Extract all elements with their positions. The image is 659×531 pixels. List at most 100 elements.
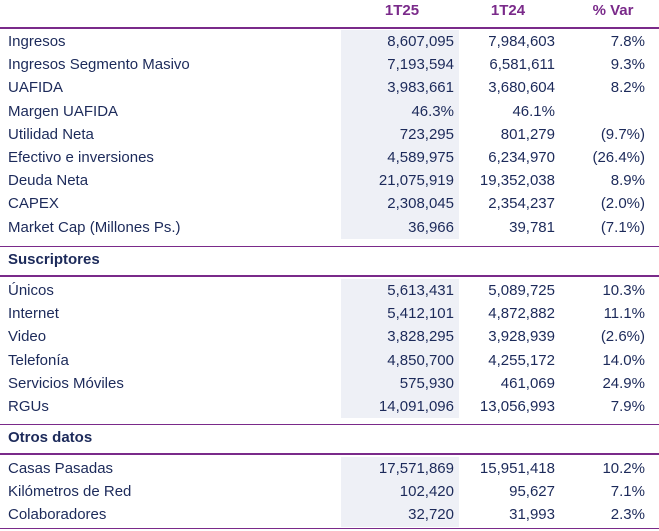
column-shading xyxy=(341,279,459,419)
value-1t25: 2,308,045 xyxy=(387,195,454,213)
value-1t25: 3,828,295 xyxy=(387,328,454,346)
row-label: Utilidad Neta xyxy=(8,125,94,143)
row-label: Margen UAFIDA xyxy=(8,102,119,120)
bottom-rule xyxy=(0,528,659,529)
value-1t24: 13,056,993 xyxy=(479,398,555,415)
value-1t25: 575,930 xyxy=(399,374,454,392)
row-label: Deuda Neta xyxy=(8,172,89,190)
value-1t25: 4,850,700 xyxy=(387,351,454,369)
value-var: 14.0% xyxy=(602,351,645,369)
table-row: UAFIDA 3,983,661 3,680,604 8.2% xyxy=(0,76,659,99)
value-1t24: 801,279 xyxy=(500,125,555,143)
value-var: 7.9% xyxy=(610,398,645,415)
value-var: (2.6%) xyxy=(600,328,645,346)
row-label: UAFIDA xyxy=(8,79,64,97)
kpi-table: 1T25 1T24 % Var xyxy=(0,0,659,24)
value-1t25: 14,091,096 xyxy=(378,398,454,415)
value-1t24: 19,352,038 xyxy=(479,172,555,190)
column-shading xyxy=(341,457,459,527)
value-var: (7.1%) xyxy=(600,218,645,236)
table-row: CAPEX 2,308,045 2,354,237 (2.0%) xyxy=(0,192,659,215)
row-label: Ingresos Segmento Masivo xyxy=(8,56,190,74)
section-rule xyxy=(0,27,659,29)
value-1t24: 39,781 xyxy=(509,218,555,236)
value-1t24: 15,951,418 xyxy=(479,460,555,477)
value-var: 10.2% xyxy=(602,460,645,477)
value-var: 8.9% xyxy=(610,172,645,190)
value-1t25: 32,720 xyxy=(408,506,454,524)
value-var: (9.7%) xyxy=(600,125,645,143)
section-rule xyxy=(0,246,659,247)
value-1t25: 723,295 xyxy=(399,125,454,143)
table-row: RGUs 14,091,096 13,056,993 7.9% xyxy=(0,395,659,418)
value-1t25: 5,613,431 xyxy=(387,282,454,299)
table-row: Internet 5,412,101 4,872,882 11.1% xyxy=(0,302,659,325)
value-1t24: 3,928,939 xyxy=(488,328,555,346)
value-var: 24.9% xyxy=(602,374,645,392)
value-1t24: 461,069 xyxy=(500,374,555,392)
value-var: (2.0%) xyxy=(600,195,645,213)
value-1t25: 102,420 xyxy=(399,483,454,501)
value-1t24: 4,872,882 xyxy=(488,305,555,323)
value-1t24: 5,089,725 xyxy=(488,282,555,299)
row-label: Market Cap (Millones Ps.) xyxy=(8,218,181,236)
table-row: Casas Pasadas 17,571,869 15,951,418 10.2% xyxy=(0,457,659,480)
value-1t24: 6,581,611 xyxy=(489,56,555,74)
table-row: Efectivo e inversiones 4,589,975 6,234,970… xyxy=(0,146,659,169)
section-title: Suscriptores xyxy=(8,251,100,268)
row-label: Video xyxy=(8,328,47,346)
table-row: Colaboradores 32,720 31,993 2.3% xyxy=(0,503,659,526)
table-row: Servicios Móviles 575,930 461,069 24.9% xyxy=(0,372,659,395)
value-var: 11.1% xyxy=(603,305,645,323)
header-col-var: % Var xyxy=(592,2,634,19)
row-label: Efectivo e inversiones xyxy=(8,149,154,166)
value-1t24: 95,627 xyxy=(509,483,555,501)
row-label: Servicios Móviles xyxy=(8,374,124,392)
row-label: Internet xyxy=(8,305,59,323)
value-1t25: 7,193,594 xyxy=(387,56,454,74)
value-1t25: 36,966 xyxy=(408,218,454,236)
value-1t24: 4,255,172 xyxy=(488,351,555,369)
value-1t24: 46.1% xyxy=(512,102,555,120)
value-var: (26.4%) xyxy=(592,149,645,166)
row-label: Únicos xyxy=(8,282,54,299)
value-1t25: 17,571,869 xyxy=(378,460,454,477)
value-var: 9.3% xyxy=(610,56,645,74)
section-rule xyxy=(0,453,659,455)
value-var: 8.2% xyxy=(610,79,645,97)
table-row: Kilómetros de Red 102,420 95,627 7.1% xyxy=(0,480,659,503)
row-label: CAPEX xyxy=(8,195,59,213)
value-1t25: 4,589,975 xyxy=(387,149,454,166)
table-row: Utilidad Neta 723,295 801,279 (9.7%) xyxy=(0,123,659,146)
table-row: Únicos 5,613,431 5,089,725 10.3% xyxy=(0,279,659,302)
value-1t25: 46.3% xyxy=(411,102,454,120)
header-col-1t24: 1T24 xyxy=(490,2,526,19)
value-var: 7.1% xyxy=(610,483,645,501)
value-var: 7.8% xyxy=(610,33,645,50)
value-1t25: 5,412,101 xyxy=(387,305,454,323)
section-rule xyxy=(0,275,659,277)
table-row: Margen UAFIDA 46.3% 46.1% xyxy=(0,100,659,123)
value-var: 10.3% xyxy=(602,282,645,299)
table-row: Ingresos 8,607,095 7,984,603 7.8% xyxy=(0,30,659,53)
table-row: Deuda Neta 21,075,919 19,352,038 8.9% xyxy=(0,169,659,192)
row-label: RGUs xyxy=(8,398,49,415)
header-col-1t25: 1T25 xyxy=(384,2,420,19)
table-row: Ingresos Segmento Masivo 7,193,594 6,581,6… xyxy=(0,53,659,76)
section-rule xyxy=(0,424,659,425)
row-label: Casas Pasadas xyxy=(8,460,114,477)
section-title: Otros datos xyxy=(8,429,93,446)
column-shading xyxy=(341,30,459,239)
value-1t25: 3,983,661 xyxy=(387,79,454,97)
value-1t24: 31,993 xyxy=(509,506,555,524)
value-1t24: 6,234,970 xyxy=(488,149,555,166)
row-label: Ingresos xyxy=(8,33,66,50)
row-label: Colaboradores xyxy=(8,506,107,524)
value-1t24: 3,680,604 xyxy=(488,79,555,97)
value-var: 2.3% xyxy=(610,506,645,524)
row-label: Kilómetros de Red xyxy=(8,483,132,501)
value-1t25: 8,607,095 xyxy=(387,33,454,50)
row-label: Telefonía xyxy=(8,351,69,369)
value-1t25: 21,075,919 xyxy=(378,172,454,190)
table-row: Telefonía 4,850,700 4,255,172 14.0% xyxy=(0,349,659,372)
